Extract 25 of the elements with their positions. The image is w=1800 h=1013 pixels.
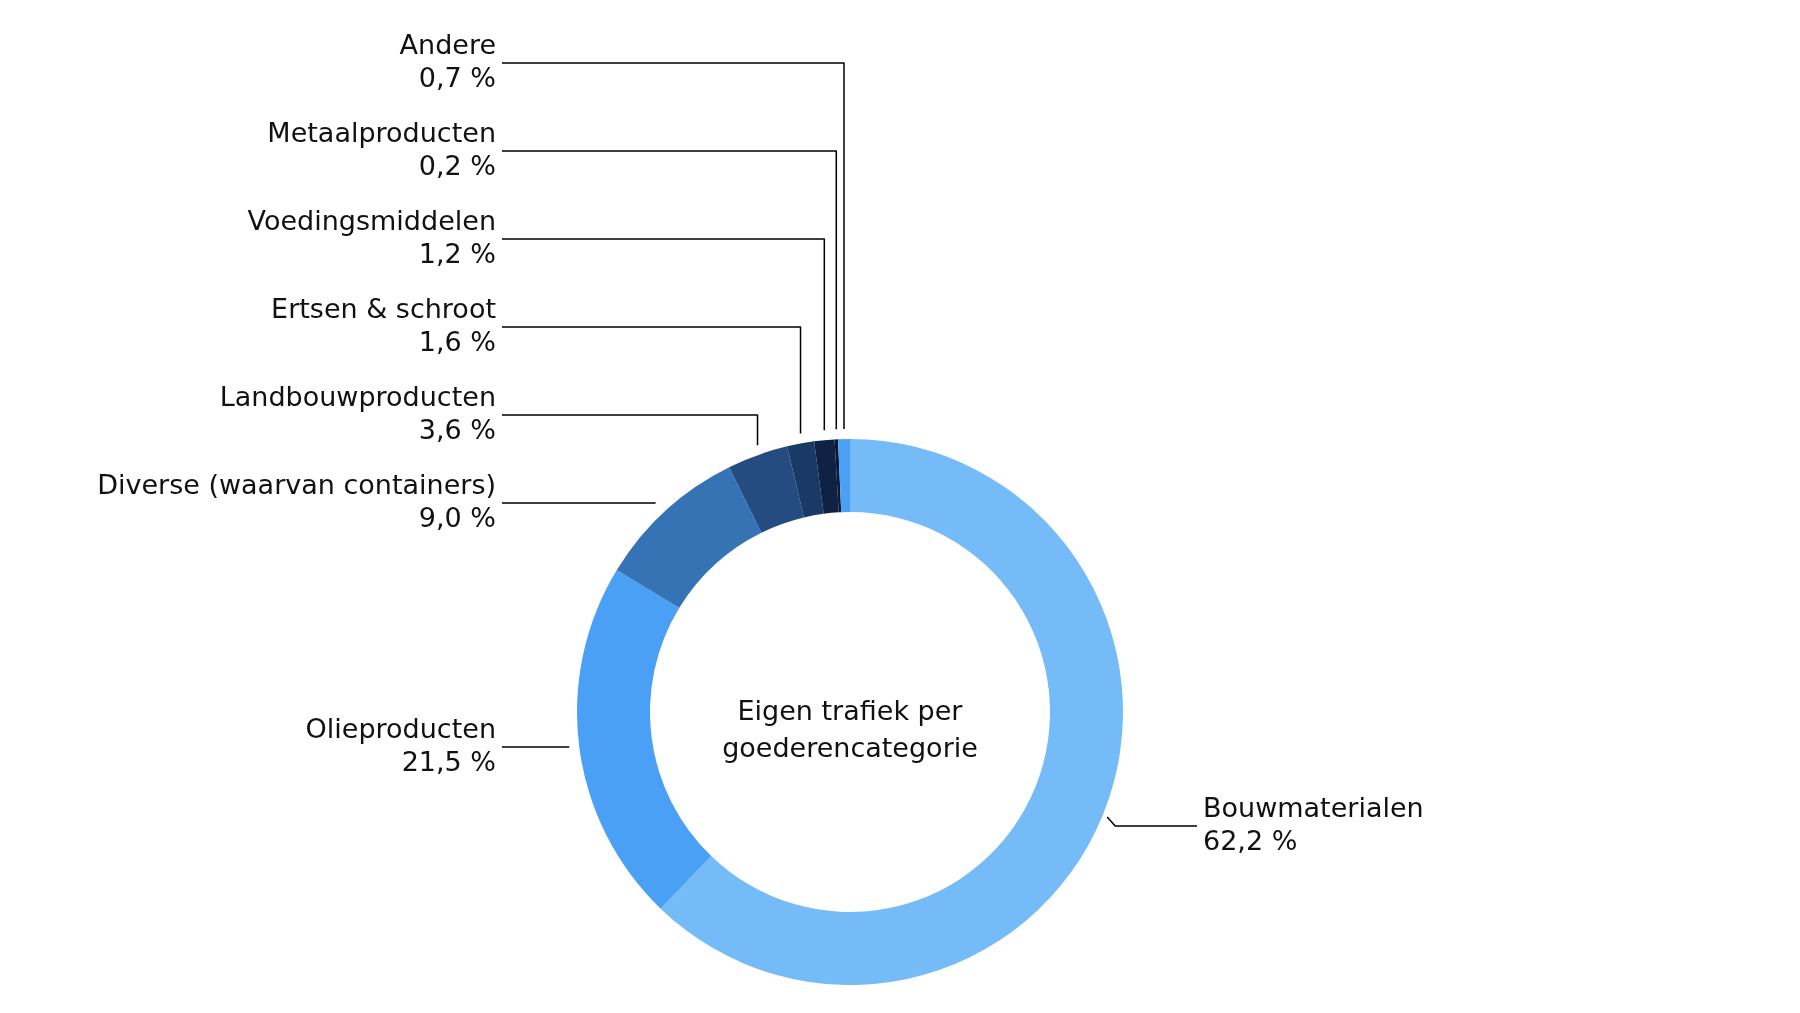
donut-slice <box>577 570 712 909</box>
donut-slice <box>660 439 1123 985</box>
donut-slice <box>838 439 850 513</box>
data-label: 0,2 % <box>418 150 496 181</box>
data-label: 21,5 % <box>401 746 496 778</box>
data-label: 1,2 % <box>418 238 496 269</box>
donut-slice <box>787 441 824 518</box>
slice-label: Landbouwproducten <box>219 381 496 412</box>
slice-label: Metaalproducten <box>267 117 496 148</box>
text: Eigen trafiek per goederencategorie <box>722 695 978 763</box>
donut-slice <box>729 446 804 533</box>
data-label: 0,7 % <box>418 62 496 93</box>
slice-label: Olieproducten <box>305 713 496 745</box>
slice-label: Ertsen & schroot <box>271 293 496 324</box>
slice-label: Diverse (waarvan containers) <box>97 469 496 500</box>
data-label: 3,6 % <box>418 414 496 445</box>
donut-slice <box>814 439 839 514</box>
data-label: 9,0 % <box>418 502 496 533</box>
data-label: 62,2 % <box>1203 825 1298 857</box>
donut-slice <box>616 467 762 609</box>
data-label: 1,6 % <box>418 326 496 357</box>
slice-label: Voedingsmiddelen <box>247 205 496 236</box>
slice-label: Bouwmaterialen <box>1203 792 1424 824</box>
slice-label: Andere <box>399 29 496 60</box>
donut-slice <box>834 439 842 513</box>
